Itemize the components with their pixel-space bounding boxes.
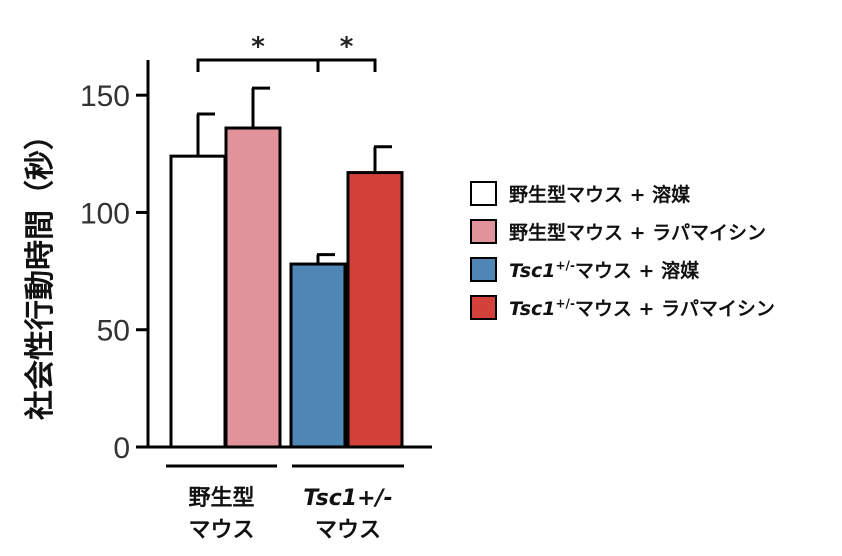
x-category-label: Tsc1+/- [303,486,392,511]
bar [169,154,227,449]
x-category-label: マウス [188,518,254,543]
y-tick-label: 100 [80,197,130,230]
significance-bracket [316,58,377,72]
bar [224,126,282,449]
significance-star: * [340,32,354,62]
legend-label: 野生型マウス + ラパマイシン [509,221,766,244]
legend-item: 野生型マウス + 溶媒 [470,178,775,208]
significance-star: * [251,32,265,62]
bar [346,171,404,449]
legend-swatch [470,180,497,206]
legend-swatch [470,294,497,320]
x-category-label: 野生型 [188,486,254,511]
y-tick-label: 0 [113,432,130,465]
y-tick-label: 150 [80,80,130,113]
y-axis-label: 社会性行動時間（秒） [23,120,58,420]
legend-item: Tsc1+/-マウス + ラパマイシン [470,292,775,322]
bar [289,262,347,449]
y-tick-label: 50 [97,315,130,348]
legend-label: Tsc1+/-マウス + 溶媒 [509,258,700,282]
legend-item: 野生型マウス + ラパマイシン [470,216,775,246]
legend: 野生型マウス + 溶媒 野生型マウス + ラパマイシン Tsc1+/-マウス +… [470,178,775,330]
legend-swatch [470,218,497,244]
legend-label: Tsc1+/-マウス + ラパマイシン [509,296,775,320]
legend-swatch [470,256,497,282]
x-category-label: マウス [315,518,381,543]
legend-label: 野生型マウス + 溶媒 [509,183,691,206]
bar-chart: 0 50 100 150 社会性行動時間（秒） * * 野生型マウス Tsc1+/- マウス [23,32,432,543]
legend-item: Tsc1+/-マウス + 溶媒 [470,254,775,284]
